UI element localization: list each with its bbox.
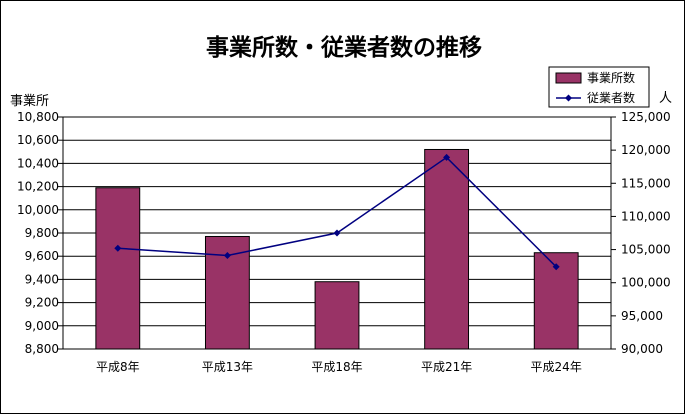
x-tick-label: 平成21年 [421, 360, 472, 374]
right-tick-label: 115,000 [621, 176, 671, 190]
left-tick-label: 10,400 [17, 156, 59, 170]
left-tick-label: 9,200 [25, 296, 59, 310]
line-series [114, 153, 560, 271]
legend-line-label: 従業者数 [587, 90, 635, 105]
left-tick-label: 10,600 [17, 133, 59, 147]
bar [95, 187, 141, 350]
series-line [117, 156, 557, 268]
left-tick-label: 9,000 [25, 319, 59, 333]
legend: 事業所数 従業者数 [548, 66, 650, 108]
axes: 8,800 9,000 9,200 9,400 9,600 9,800 10,000 10,2… [17, 110, 671, 374]
right-tick-label: 105,000 [621, 243, 671, 257]
plot-border [62, 116, 612, 350]
right-tick-label: 110,000 [621, 209, 671, 223]
line-point [333, 229, 341, 237]
right-tick-label: 90,000 [621, 342, 663, 356]
left-tick-label: 10,800 [17, 110, 59, 124]
line-point [552, 263, 560, 271]
bar [424, 148, 470, 350]
legend-bar-label: 事業所数 [587, 70, 635, 85]
line-point [114, 244, 122, 252]
left-axis-label: 事業所 [10, 93, 49, 109]
x-tick-label: 平成18年 [311, 360, 362, 374]
line-point [443, 153, 451, 161]
left-tick-label: 10,000 [17, 203, 59, 217]
x-tick-label: 平成13年 [202, 360, 253, 374]
right-tick-label: 100,000 [621, 276, 671, 290]
right-tick-label: 120,000 [621, 143, 671, 157]
legend-bar-swatch [555, 72, 582, 84]
chart-title: 事業所数・従業者数の推移 [206, 34, 482, 61]
line-point [223, 252, 231, 260]
x-tick-label: 平成24年 [531, 360, 582, 374]
left-tick-label: 8,800 [25, 342, 59, 356]
left-tick-label: 9,400 [25, 272, 59, 286]
left-tick-label: 10,200 [17, 180, 59, 194]
bar [314, 281, 360, 350]
left-tick-label: 9,600 [25, 249, 59, 263]
left-tick-label: 9,800 [25, 226, 59, 240]
right-tick-label: 95,000 [621, 309, 663, 323]
right-tick-label: 125,000 [621, 110, 671, 124]
right-axis-label: 人 [659, 91, 672, 106]
x-tick-label: 平成8年 [96, 360, 140, 374]
legend-line-marker [565, 94, 572, 102]
bar-series [95, 148, 579, 350]
